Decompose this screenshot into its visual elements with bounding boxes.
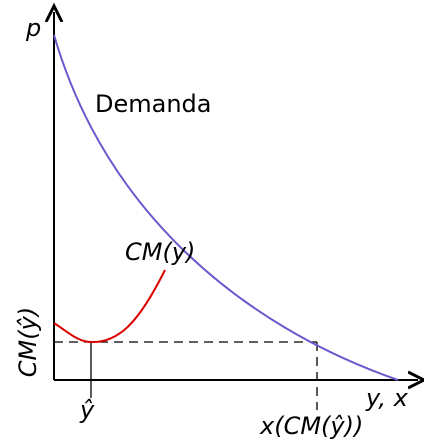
- y-hat-label: ŷ: [79, 396, 95, 424]
- x-axis-label: y, x: [365, 384, 409, 412]
- demand-label: Demanda: [95, 90, 211, 118]
- x-cm-label: x(CM(ŷ)): [259, 412, 363, 440]
- cost-curve: [53, 269, 166, 344]
- cm-y-hat-label: CM(ŷ): [14, 307, 42, 377]
- cost-label: CM(y): [125, 238, 195, 266]
- y-axis-label: p: [25, 14, 41, 42]
- demand-curve: [53, 34, 399, 381]
